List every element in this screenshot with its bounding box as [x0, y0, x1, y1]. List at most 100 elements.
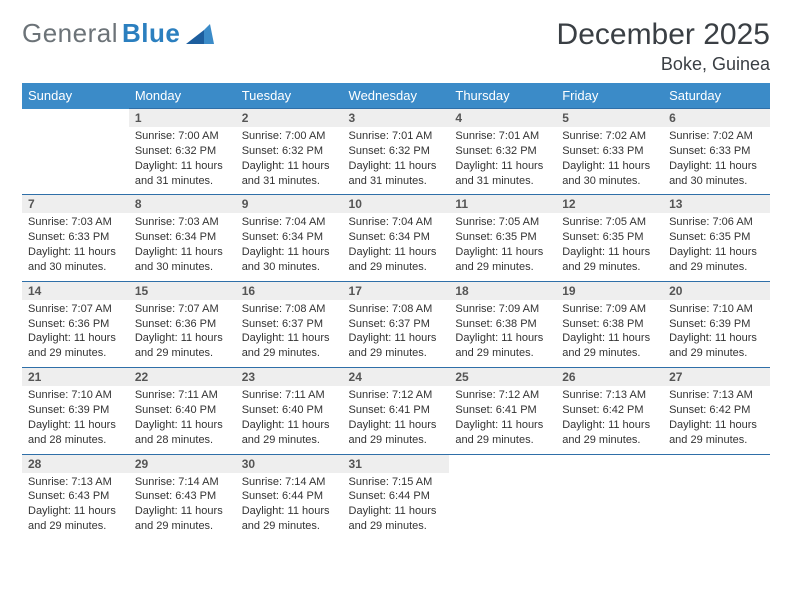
day-details: Sunrise: 7:09 AMSunset: 6:38 PMDaylight:…: [556, 300, 663, 367]
daylight-line: Daylight: 11 hours and 29 minutes.: [135, 504, 230, 534]
daylight-line: Daylight: 11 hours and 30 minutes.: [28, 245, 123, 275]
day-number: 27: [663, 368, 770, 386]
weekday-header-row: Sunday Monday Tuesday Wednesday Thursday…: [22, 83, 770, 109]
sunset-line: Sunset: 6:39 PM: [28, 403, 123, 418]
daylight-line: Daylight: 11 hours and 29 minutes.: [455, 245, 550, 275]
sunrise-line: Sunrise: 7:09 AM: [455, 302, 550, 317]
sunrise-line: Sunrise: 7:04 AM: [242, 215, 337, 230]
day-number: 14: [22, 282, 129, 300]
sunset-line: Sunset: 6:33 PM: [669, 144, 764, 159]
sunrise-line: Sunrise: 7:14 AM: [135, 475, 230, 490]
day-details: Sunrise: 7:04 AMSunset: 6:34 PMDaylight:…: [343, 213, 450, 280]
sunset-line: Sunset: 6:32 PM: [455, 144, 550, 159]
brand-word2: Blue: [122, 18, 180, 49]
calendar-cell: 17Sunrise: 7:08 AMSunset: 6:37 PMDayligh…: [343, 281, 450, 367]
sunrise-line: Sunrise: 7:00 AM: [242, 129, 337, 144]
day-number: 8: [129, 195, 236, 213]
sunset-line: Sunset: 6:41 PM: [349, 403, 444, 418]
daylight-line: Daylight: 11 hours and 29 minutes.: [455, 331, 550, 361]
sunrise-line: Sunrise: 7:03 AM: [28, 215, 123, 230]
calendar-cell: [556, 454, 663, 540]
daylight-line: Daylight: 11 hours and 29 minutes.: [349, 418, 444, 448]
sunset-line: Sunset: 6:35 PM: [455, 230, 550, 245]
calendar-table: Sunday Monday Tuesday Wednesday Thursday…: [22, 83, 770, 540]
sunset-line: Sunset: 6:32 PM: [135, 144, 230, 159]
calendar-cell: 7Sunrise: 7:03 AMSunset: 6:33 PMDaylight…: [22, 195, 129, 281]
calendar-cell: 12Sunrise: 7:05 AMSunset: 6:35 PMDayligh…: [556, 195, 663, 281]
daylight-line: Daylight: 11 hours and 29 minutes.: [242, 331, 337, 361]
day-number: 18: [449, 282, 556, 300]
day-details: Sunrise: 7:01 AMSunset: 6:32 PMDaylight:…: [343, 127, 450, 194]
day-details: Sunrise: 7:02 AMSunset: 6:33 PMDaylight:…: [663, 127, 770, 194]
daylight-line: Daylight: 11 hours and 29 minutes.: [562, 245, 657, 275]
calendar-cell: 26Sunrise: 7:13 AMSunset: 6:42 PMDayligh…: [556, 368, 663, 454]
sunrise-line: Sunrise: 7:05 AM: [455, 215, 550, 230]
calendar-cell: 19Sunrise: 7:09 AMSunset: 6:38 PMDayligh…: [556, 281, 663, 367]
sunrise-line: Sunrise: 7:07 AM: [135, 302, 230, 317]
weekday-header: Tuesday: [236, 83, 343, 109]
daylight-line: Daylight: 11 hours and 29 minutes.: [242, 418, 337, 448]
sunrise-line: Sunrise: 7:12 AM: [455, 388, 550, 403]
sunrise-line: Sunrise: 7:11 AM: [135, 388, 230, 403]
sunset-line: Sunset: 6:32 PM: [242, 144, 337, 159]
daylight-line: Daylight: 11 hours and 29 minutes.: [669, 245, 764, 275]
sunrise-line: Sunrise: 7:10 AM: [28, 388, 123, 403]
daylight-line: Daylight: 11 hours and 30 minutes.: [669, 159, 764, 189]
calendar-cell: 31Sunrise: 7:15 AMSunset: 6:44 PMDayligh…: [343, 454, 450, 540]
sunrise-line: Sunrise: 7:13 AM: [28, 475, 123, 490]
day-number: 19: [556, 282, 663, 300]
sunrise-line: Sunrise: 7:02 AM: [562, 129, 657, 144]
day-number: 31: [343, 455, 450, 473]
day-details: Sunrise: 7:14 AMSunset: 6:44 PMDaylight:…: [236, 473, 343, 540]
weekday-header: Friday: [556, 83, 663, 109]
calendar-cell: 6Sunrise: 7:02 AMSunset: 6:33 PMDaylight…: [663, 109, 770, 195]
day-number: 4: [449, 109, 556, 127]
sunset-line: Sunset: 6:35 PM: [669, 230, 764, 245]
day-details: Sunrise: 7:10 AMSunset: 6:39 PMDaylight:…: [22, 386, 129, 453]
weekday-header: Monday: [129, 83, 236, 109]
sunset-line: Sunset: 6:38 PM: [455, 317, 550, 332]
day-details: Sunrise: 7:15 AMSunset: 6:44 PMDaylight:…: [343, 473, 450, 540]
daylight-line: Daylight: 11 hours and 29 minutes.: [28, 331, 123, 361]
calendar-cell: 13Sunrise: 7:06 AMSunset: 6:35 PMDayligh…: [663, 195, 770, 281]
day-details: Sunrise: 7:13 AMSunset: 6:42 PMDaylight:…: [663, 386, 770, 453]
calendar-cell: 8Sunrise: 7:03 AMSunset: 6:34 PMDaylight…: [129, 195, 236, 281]
sunset-line: Sunset: 6:44 PM: [242, 489, 337, 504]
sunrise-line: Sunrise: 7:13 AM: [562, 388, 657, 403]
weekday-header: Saturday: [663, 83, 770, 109]
sunset-line: Sunset: 6:38 PM: [562, 317, 657, 332]
day-number: 17: [343, 282, 450, 300]
calendar-cell: 25Sunrise: 7:12 AMSunset: 6:41 PMDayligh…: [449, 368, 556, 454]
sunset-line: Sunset: 6:42 PM: [562, 403, 657, 418]
calendar-cell: 24Sunrise: 7:12 AMSunset: 6:41 PMDayligh…: [343, 368, 450, 454]
calendar-cell: 23Sunrise: 7:11 AMSunset: 6:40 PMDayligh…: [236, 368, 343, 454]
daylight-line: Daylight: 11 hours and 30 minutes.: [135, 245, 230, 275]
sunset-line: Sunset: 6:34 PM: [135, 230, 230, 245]
sunset-line: Sunset: 6:39 PM: [669, 317, 764, 332]
sunrise-line: Sunrise: 7:04 AM: [349, 215, 444, 230]
calendar-cell: 16Sunrise: 7:08 AMSunset: 6:37 PMDayligh…: [236, 281, 343, 367]
sunset-line: Sunset: 6:44 PM: [349, 489, 444, 504]
sunrise-line: Sunrise: 7:10 AM: [669, 302, 764, 317]
sunrise-line: Sunrise: 7:08 AM: [349, 302, 444, 317]
day-details: Sunrise: 7:05 AMSunset: 6:35 PMDaylight:…: [556, 213, 663, 280]
day-number: 15: [129, 282, 236, 300]
sunset-line: Sunset: 6:37 PM: [242, 317, 337, 332]
day-number: 5: [556, 109, 663, 127]
day-details: Sunrise: 7:07 AMSunset: 6:36 PMDaylight:…: [129, 300, 236, 367]
calendar-page: GeneralBlue December 2025 Boke, Guinea S…: [0, 0, 792, 612]
day-details: Sunrise: 7:09 AMSunset: 6:38 PMDaylight:…: [449, 300, 556, 367]
month-title: December 2025: [557, 18, 770, 52]
sunrise-line: Sunrise: 7:02 AM: [669, 129, 764, 144]
day-number: 11: [449, 195, 556, 213]
day-details: Sunrise: 7:06 AMSunset: 6:35 PMDaylight:…: [663, 213, 770, 280]
day-number: 2: [236, 109, 343, 127]
daylight-line: Daylight: 11 hours and 29 minutes.: [669, 418, 764, 448]
calendar-cell: [663, 454, 770, 540]
sunset-line: Sunset: 6:32 PM: [349, 144, 444, 159]
sunrise-line: Sunrise: 7:11 AM: [242, 388, 337, 403]
day-number: 29: [129, 455, 236, 473]
calendar-cell: 2Sunrise: 7:00 AMSunset: 6:32 PMDaylight…: [236, 109, 343, 195]
calendar-row: 14Sunrise: 7:07 AMSunset: 6:36 PMDayligh…: [22, 281, 770, 367]
day-number: 23: [236, 368, 343, 386]
